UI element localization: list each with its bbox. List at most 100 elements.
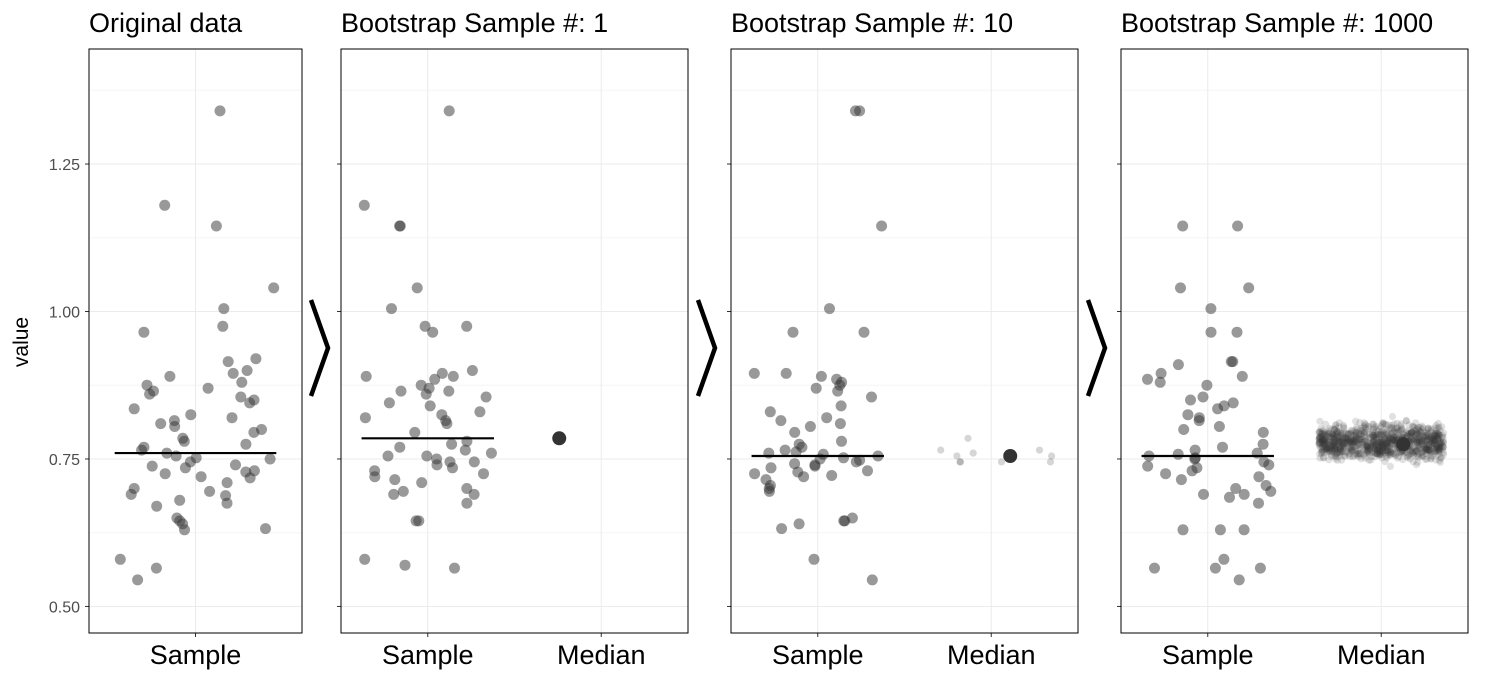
bootstrap-median-point [1341,451,1349,459]
bootstrap-median-point [1408,429,1416,437]
bootstrap-median-point [1345,449,1353,458]
bootstrap-median-point [1365,423,1373,431]
x-tick-label-median: Median [1337,640,1426,670]
bootstrap-median-point [1424,449,1432,457]
bootstrap-median-point [1406,432,1414,440]
bootstrap-median-point [1318,427,1326,435]
bootstrap-median-point [1360,419,1368,427]
sample-point [164,370,176,382]
bootstrap-median-point [1321,420,1330,428]
bootstrap-median-point [1415,430,1423,439]
sample-point [838,515,850,527]
sample-point [138,326,150,338]
sample-point [809,460,821,472]
bootstrap-median-point [1320,440,1328,448]
bootstrap-median-point [1340,428,1348,436]
bootstrap-median-point [1423,444,1431,452]
bootstrap-median-point [1350,452,1358,460]
sample-point [159,199,171,211]
bootstrap-median-point [1352,417,1360,425]
bootstrap-median-point [1422,445,1430,453]
sample-point [424,400,436,412]
bootstrap-median-point [1383,454,1391,462]
bootstrap-median-point [1395,452,1403,461]
bootstrap-median-point [1382,440,1390,448]
sample-point [132,574,144,586]
bootstrap-median-point [1432,442,1441,451]
panel-3: Sample Median Bootstrap Sample #: 10 [727,8,1079,670]
bootstrap-median-point [1430,440,1438,448]
bootstrap-median-point [1350,435,1358,443]
bootstrap-median-point [1408,429,1416,437]
bootstrap-median-point [1331,446,1339,454]
bootstrap-median-point [1330,430,1338,438]
bootstrap-median-point [1331,438,1339,446]
bootstrap-median-point [1355,436,1363,444]
sample-point [1172,359,1184,371]
bootstrap-median-point [1315,439,1323,447]
y-tick-label: 0.50 [49,599,80,616]
sample-point [1197,391,1209,403]
bootstrap-median-point [1413,437,1421,445]
bootstrap-median-point [1415,444,1423,452]
bootstrap-median-point [1325,429,1333,437]
panel-frame [1120,48,1469,634]
bootstrap-median-point [1418,437,1426,445]
bootstrap-median-point [1430,431,1438,439]
bootstrap-median-point [1423,436,1431,444]
bootstrap-median-point [1336,437,1344,445]
bootstrap-median-point [1327,439,1335,447]
bootstrap-median-point [1318,439,1326,447]
sample-point [764,406,776,418]
sample-point [779,444,791,456]
bootstrap-median-point [1341,438,1350,446]
bootstrap-median-point [1429,436,1437,445]
bootstrap-median-point [1384,444,1392,452]
bootstrap-median-point [1374,446,1382,454]
bootstrap-median-point [1363,448,1371,456]
bootstrap-median-point [1437,439,1445,447]
bootstrap-median-point [1428,434,1436,442]
bootstrap-median-point [1408,444,1416,452]
bootstrap-median-point [1412,447,1420,455]
bootstrap-median-point [1394,428,1402,436]
bootstrap-median-point [1336,444,1345,452]
bootstrap-median-point [1349,438,1357,446]
bootstrap-median-point [1435,431,1443,439]
bootstrap-median-point [1434,430,1443,438]
bootstrap-median-point [1399,456,1407,464]
bootstrap-median-point [1322,443,1330,451]
bootstrap-median-point [1423,429,1431,437]
sample-point [850,105,861,117]
bootstrap-median-point [964,434,972,442]
bootstrap-median-point [1415,426,1423,434]
bootstrap-median-point [1335,427,1343,436]
bootstrap-median-point [1361,421,1369,429]
bootstrap-median-point [1324,445,1332,453]
bootstrap-median-point [1382,429,1390,437]
sample-point [185,409,197,421]
sample-point [382,450,394,462]
sample-point [1236,370,1248,382]
bootstrap-median-point [1316,429,1324,437]
bootstrap-median-point [1364,425,1372,433]
bootstrap-median-point [1373,430,1381,439]
sample-point [441,418,453,430]
bootstrap-median-point [1343,441,1351,449]
bootstrap-median-point [1378,451,1386,459]
bootstrap-median-point [1370,443,1379,451]
bootstrap-median-point [1431,429,1439,438]
bootstrap-median-point [1321,434,1330,442]
bootstrap-median-point [1331,445,1339,453]
sample-point [793,518,805,530]
bootstrap-median-point [1427,425,1435,433]
bootstrap-median-point [1375,438,1383,446]
bootstrap-median-point [1328,433,1336,441]
bootstrap-median-point [1386,451,1394,459]
bootstrap-median-point [1391,452,1399,460]
bootstrap-median-point [1434,424,1442,432]
bootstrap-median-point [1397,426,1405,434]
bootstrap-median-point [1328,441,1336,449]
bootstrap-median-point [1370,432,1379,440]
bootstrap-median-point [1356,445,1364,453]
